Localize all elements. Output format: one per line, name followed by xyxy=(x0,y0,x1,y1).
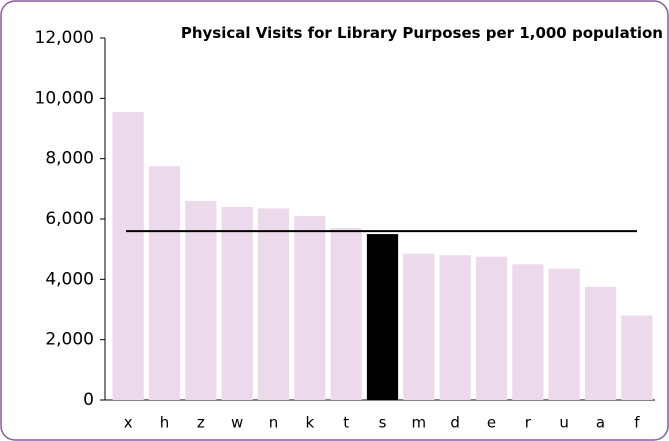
y-tick-label: 2,000 xyxy=(45,330,94,350)
bar xyxy=(148,166,181,400)
bar xyxy=(584,286,617,400)
bar xyxy=(330,228,362,400)
bar xyxy=(257,208,290,400)
bar xyxy=(294,215,326,400)
y-tick-label: 6,000 xyxy=(45,209,94,229)
chart-title: Physical Visits for Library Purposes per… xyxy=(180,24,663,42)
x-tick-label: x xyxy=(124,414,133,432)
bar xyxy=(475,256,508,400)
x-tick-label: n xyxy=(269,414,279,432)
x-tick-label: m xyxy=(412,414,427,432)
x-tick-label: a xyxy=(596,414,605,432)
bar xyxy=(439,255,471,400)
y-tick-label: 10,000 xyxy=(35,88,94,108)
bar xyxy=(621,315,653,400)
bar xyxy=(403,253,435,400)
x-tick-label: t xyxy=(343,414,349,432)
y-tick-label: 12,000 xyxy=(35,28,94,48)
x-tick-label: h xyxy=(160,414,170,432)
y-tick-label: 4,000 xyxy=(45,269,94,289)
y-tick-label: 0 xyxy=(83,390,94,410)
x-tick-label: z xyxy=(197,414,205,432)
bar xyxy=(512,264,544,400)
bar xyxy=(185,200,217,400)
bar xyxy=(548,268,580,400)
y-tick-label: 8,000 xyxy=(45,149,94,169)
x-tick-label: s xyxy=(379,414,387,432)
x-tick-label: w xyxy=(231,414,243,432)
x-tick-label: f xyxy=(634,414,640,432)
x-tick-label: e xyxy=(487,414,496,432)
bar xyxy=(366,234,399,400)
x-tick-label: k xyxy=(305,414,314,432)
x-tick-label: r xyxy=(525,414,532,432)
x-tick-label: u xyxy=(559,414,569,432)
bar xyxy=(112,111,144,401)
x-tick-label: d xyxy=(450,414,460,432)
bar xyxy=(221,206,253,400)
